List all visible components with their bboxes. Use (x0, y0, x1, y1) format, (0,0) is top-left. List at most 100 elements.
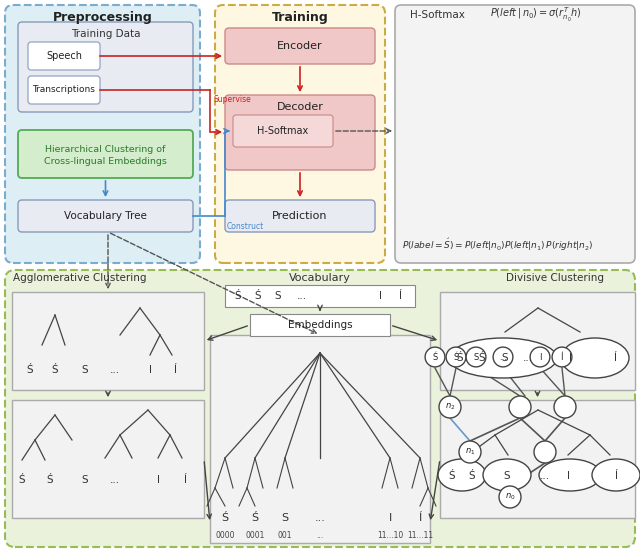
Text: Ś: Ś (252, 513, 259, 523)
Text: Training Data: Training Data (71, 29, 140, 39)
Text: Speech: Speech (46, 51, 82, 61)
Circle shape (446, 347, 466, 367)
FancyBboxPatch shape (395, 5, 635, 263)
FancyBboxPatch shape (233, 115, 333, 147)
Text: Í: Í (184, 475, 186, 485)
Text: Í: Í (399, 291, 401, 301)
Ellipse shape (483, 459, 531, 491)
Text: S: S (82, 365, 88, 375)
Text: Í: Í (419, 513, 422, 523)
Text: Ś: Ś (457, 353, 463, 363)
Text: Ś: Ś (433, 353, 438, 362)
Text: Ś: Ś (221, 513, 228, 523)
Text: Ś: Ś (449, 471, 455, 481)
Text: Ś: Ś (47, 475, 53, 485)
Text: H-Softmax: H-Softmax (410, 10, 465, 20)
Text: Training: Training (271, 10, 328, 24)
Text: ...: ... (110, 365, 120, 375)
Text: I: I (148, 365, 152, 375)
Text: Embeddings: Embeddings (288, 320, 352, 330)
FancyBboxPatch shape (18, 130, 193, 178)
Text: ...: ... (540, 471, 550, 481)
Text: Divisive Clustering: Divisive Clustering (506, 273, 604, 283)
Bar (440, 400, 635, 518)
Text: Preprocessing: Preprocessing (52, 10, 152, 24)
Text: Í: Í (614, 353, 616, 363)
Text: Transcriptions: Transcriptions (33, 86, 95, 94)
Text: ...: ... (316, 532, 324, 540)
Text: Encoder: Encoder (277, 41, 323, 51)
Text: I: I (157, 475, 159, 485)
FancyBboxPatch shape (5, 270, 635, 547)
Text: S: S (502, 353, 508, 363)
FancyBboxPatch shape (18, 200, 193, 232)
Text: Vocabulary: Vocabulary (289, 273, 351, 283)
FancyBboxPatch shape (225, 28, 375, 64)
Circle shape (554, 396, 576, 418)
Text: Vocabulary Tree: Vocabulary Tree (64, 211, 147, 221)
FancyBboxPatch shape (5, 5, 200, 263)
Text: Ś: Ś (453, 353, 459, 362)
Circle shape (439, 396, 461, 418)
Ellipse shape (561, 338, 629, 378)
FancyBboxPatch shape (225, 95, 375, 170)
Text: Construct: Construct (227, 222, 264, 231)
Text: Ś: Ś (255, 291, 261, 301)
Text: ...: ... (297, 291, 307, 301)
Bar (12, 400, 204, 518)
FancyBboxPatch shape (225, 200, 375, 232)
Text: I: I (568, 353, 572, 363)
Text: Í: Í (561, 353, 563, 362)
Text: H-Softmax: H-Softmax (257, 126, 308, 136)
Text: Ś: Ś (479, 353, 485, 363)
Text: S: S (474, 353, 479, 362)
Text: 0000: 0000 (215, 532, 235, 540)
Text: Hierarchical Clustering of: Hierarchical Clustering of (45, 145, 166, 153)
Circle shape (466, 347, 486, 367)
Text: 11...10: 11...10 (377, 532, 403, 540)
Circle shape (499, 486, 521, 508)
Circle shape (534, 441, 556, 463)
Text: 0001: 0001 (245, 532, 265, 540)
Text: 001: 001 (278, 532, 292, 540)
FancyBboxPatch shape (215, 5, 385, 263)
Bar (210, 335, 430, 543)
Text: I: I (539, 353, 541, 362)
Text: Decoder: Decoder (276, 102, 323, 112)
Ellipse shape (449, 338, 557, 378)
Text: 11...11: 11...11 (407, 532, 433, 540)
FancyBboxPatch shape (28, 76, 100, 104)
Circle shape (509, 396, 531, 418)
Text: Ś: Ś (27, 365, 33, 375)
Text: Agglomerative Clustering: Agglomerative Clustering (13, 273, 147, 283)
Text: ...: ... (499, 353, 507, 362)
Circle shape (493, 347, 513, 367)
Text: Prediction: Prediction (272, 211, 328, 221)
Text: Í: Í (614, 471, 618, 481)
Ellipse shape (592, 459, 640, 491)
Text: S: S (282, 513, 289, 523)
FancyBboxPatch shape (28, 42, 100, 70)
Text: Ś: Ś (52, 365, 58, 375)
Text: Ś: Ś (235, 291, 241, 301)
Text: Ś: Ś (468, 471, 476, 481)
Circle shape (459, 441, 481, 463)
Text: $n_0$: $n_0$ (505, 492, 515, 502)
Text: I: I (378, 291, 381, 301)
Text: $n_1$: $n_1$ (465, 447, 476, 457)
Bar (225, 285, 415, 307)
Circle shape (552, 347, 572, 367)
Text: I: I (566, 471, 570, 481)
Text: Supervise: Supervise (213, 95, 251, 104)
Text: S: S (504, 471, 510, 481)
FancyBboxPatch shape (18, 22, 193, 112)
Text: Cross-lingual Embeddings: Cross-lingual Embeddings (44, 157, 167, 166)
Ellipse shape (539, 459, 601, 491)
Text: ...: ... (523, 353, 533, 363)
Text: Í: Í (173, 365, 177, 375)
Text: S: S (82, 475, 88, 485)
Bar (250, 314, 390, 336)
Circle shape (530, 347, 550, 367)
Circle shape (425, 347, 445, 367)
Text: ...: ... (315, 513, 325, 523)
